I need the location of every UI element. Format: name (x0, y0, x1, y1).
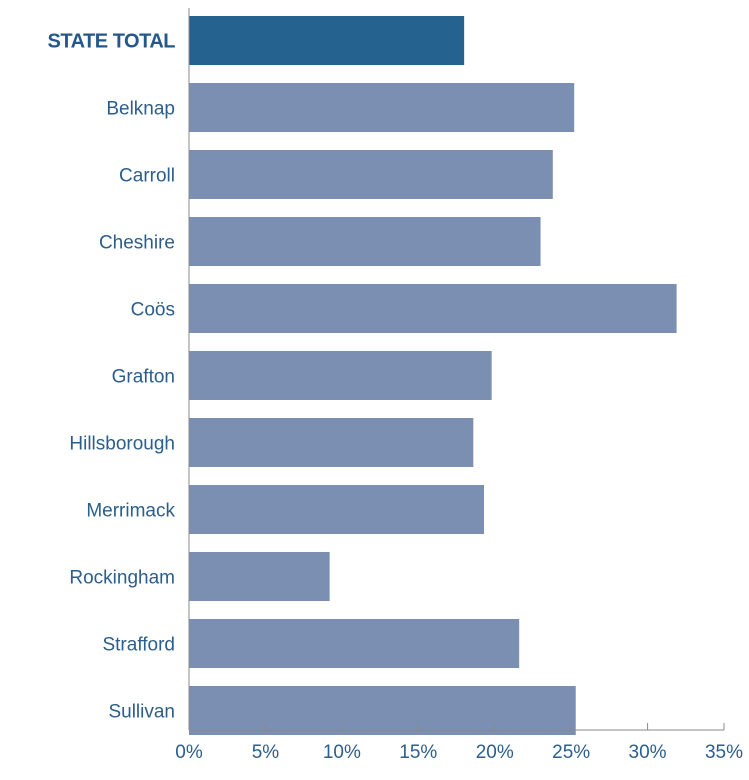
category-label-merrimack: Merrimack (86, 501, 175, 522)
bar-rockingham (189, 552, 330, 601)
bar-grafton (189, 351, 492, 400)
bar-state-total (189, 16, 465, 65)
bar-hillsborough (189, 418, 474, 467)
x-tick-label-10: 10% (323, 742, 361, 763)
x-tick-labels-group: 0% 5% 10% 15% 20% 25% 30% 35% (175, 742, 743, 763)
bar-sullivan (189, 686, 576, 735)
bar-cheshire (189, 217, 541, 266)
x-tick-label-5: 5% (252, 742, 280, 763)
bars-group (189, 16, 677, 735)
x-ticks-group (188, 723, 725, 730)
x-tick-label-30: 30% (629, 742, 667, 763)
category-label-grafton: Grafton (112, 367, 175, 388)
bar-strafford (189, 619, 520, 668)
category-label-coos: Coös (131, 300, 175, 321)
category-label-strafford: Strafford (102, 635, 175, 656)
x-tick-label-35: 35% (705, 742, 743, 763)
bar-belknap (189, 83, 575, 132)
category-label-rockingham: Rockingham (69, 568, 175, 589)
category-labels-group: STATE TOTAL Belknap Carroll Cheshire Coös Gra… (48, 31, 176, 723)
category-label-cheshire: Cheshire (99, 233, 175, 254)
category-label-state-total: STATE TOTAL (48, 31, 176, 53)
category-label-sullivan: Sullivan (108, 702, 175, 723)
category-label-hillsborough: Hillsborough (69, 434, 175, 455)
x-tick-label-0: 0% (175, 742, 203, 763)
x-tick-label-25: 25% (552, 742, 590, 763)
category-label-carroll: Carroll (119, 166, 175, 187)
bar-carroll (189, 150, 553, 199)
bar-merrimack (189, 485, 485, 534)
x-tick-label-15: 15% (399, 742, 437, 763)
bar-coos (189, 284, 677, 333)
x-tick-label-20: 20% (476, 742, 514, 763)
category-label-belknap: Belknap (106, 99, 175, 120)
